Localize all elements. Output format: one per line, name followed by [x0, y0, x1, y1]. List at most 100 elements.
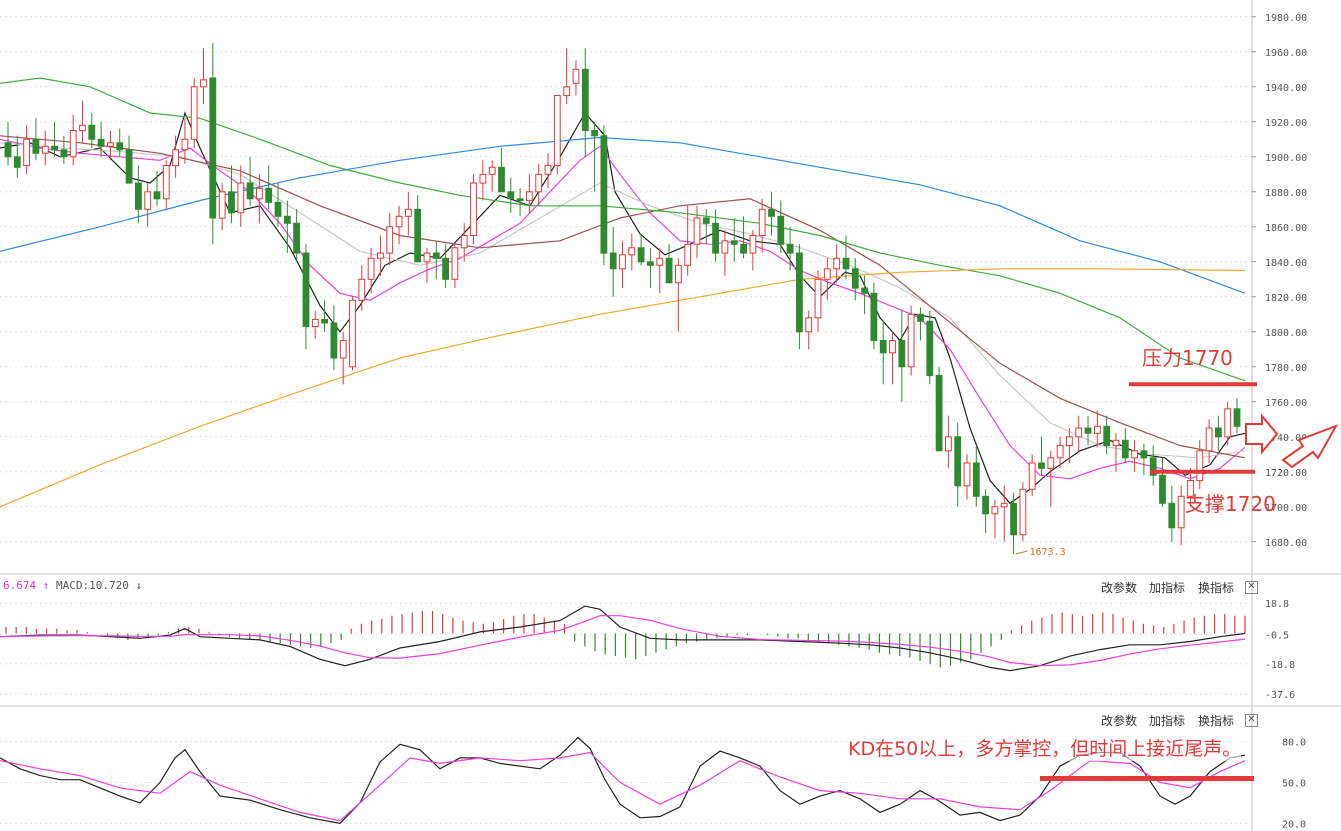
candle: [963, 454, 971, 500]
kd-tick-label: 80.0: [1282, 738, 1306, 749]
candle: [4, 121, 12, 166]
price-tick-label: 1960.00: [1265, 48, 1307, 59]
kd-add-indicator-button[interactable]: 加指标: [1149, 714, 1186, 728]
candle: [572, 60, 580, 96]
candle: [1010, 492, 1018, 554]
candle: [153, 170, 161, 206]
candle: [1038, 436, 1045, 476]
candle: [88, 113, 96, 148]
candle: [339, 331, 347, 385]
annotation-overlay: 1673.3: [1015, 382, 1339, 558]
candle-body: [758, 208, 766, 237]
candle: [1047, 450, 1055, 507]
candle: [265, 165, 273, 210]
macd-dea-value: 6.674 ↑: [3, 579, 50, 592]
candle-body: [1205, 427, 1213, 452]
candle: [1187, 468, 1194, 507]
kd-switch-indicator-button[interactable]: 换指标: [1198, 714, 1235, 728]
candle: [367, 247, 375, 294]
candle-body: [274, 201, 282, 217]
candle: [246, 156, 254, 206]
candle: [721, 230, 729, 276]
candle: [516, 188, 524, 217]
price-tick-label: 1820.00: [1265, 293, 1307, 304]
candle: [41, 130, 49, 166]
candle: [181, 118, 189, 164]
candle: [917, 307, 924, 341]
macd-tick-label: -18.8: [1265, 660, 1295, 671]
candle: [870, 282, 878, 350]
candle: [302, 244, 310, 350]
candle: [665, 244, 673, 284]
candle: [330, 305, 338, 371]
candle-body: [926, 320, 934, 377]
candle-body: [665, 257, 673, 284]
candle: [423, 247, 431, 283]
candle-body: [870, 292, 878, 342]
macd-change-params-button[interactable]: 改参数: [1101, 581, 1138, 595]
candle-body: [69, 130, 77, 158]
candle: [740, 216, 748, 259]
candle-body: [861, 287, 869, 294]
candle-body: [162, 165, 170, 200]
candle-body: [777, 215, 785, 245]
candle-body: [51, 145, 59, 151]
macd-close-button[interactable]: ✕: [1245, 581, 1258, 594]
candle: [851, 258, 859, 301]
candle-body: [200, 79, 207, 88]
candle-body: [1196, 450, 1204, 482]
candle-body: [1019, 488, 1027, 536]
candle: [600, 125, 608, 266]
candle: [637, 233, 645, 266]
candle-body: [1056, 445, 1064, 459]
candle: [162, 160, 170, 210]
candle-body: [591, 130, 599, 137]
candle-body: [1112, 439, 1120, 447]
candle: [200, 48, 207, 105]
candle-body: [833, 257, 841, 270]
candle: [1028, 454, 1036, 497]
candle-body: [898, 340, 906, 368]
candle: [544, 153, 552, 189]
candle-body: [330, 322, 338, 359]
candle-body: [1187, 480, 1194, 497]
price-tick-label: 1920.00: [1265, 118, 1307, 129]
candle: [228, 165, 235, 224]
moving-average-line: [0, 142, 1246, 459]
price-tick-label: 1760.00: [1265, 398, 1307, 409]
candle-body: [851, 268, 859, 289]
candle: [693, 205, 701, 259]
candle: [889, 331, 896, 385]
candle-body: [349, 299, 356, 368]
candle-body: [842, 257, 850, 270]
candle-body: [786, 243, 794, 254]
candle-body: [507, 191, 515, 200]
candle-body: [684, 243, 692, 266]
kd-close-button[interactable]: ✕: [1245, 714, 1258, 727]
candle-body: [358, 278, 366, 301]
price-tick-label: 1860.00: [1265, 223, 1307, 234]
kd-change-params-button[interactable]: 改参数: [1101, 714, 1138, 728]
candle-body: [209, 77, 217, 219]
macd-add-indicator-button[interactable]: 加指标: [1149, 581, 1186, 595]
candle: [23, 125, 31, 175]
macd-value: MACD:10.720 ↓: [55, 579, 143, 592]
candle-body: [265, 187, 273, 203]
candle-body: [311, 319, 319, 327]
candle-body: [498, 166, 505, 193]
price-tick-label: 1700.00: [1265, 503, 1307, 514]
candle: [749, 230, 757, 271]
low-price-pointer: [1015, 550, 1028, 555]
candle-body: [116, 142, 124, 151]
candle: [1233, 398, 1241, 434]
candle: [823, 258, 831, 301]
candle-body: [1084, 427, 1092, 434]
candle-body: [1010, 502, 1018, 536]
candle-body: [395, 215, 403, 228]
price-tick-label: 1800.00: [1265, 328, 1307, 339]
candle-body: [451, 247, 459, 280]
candle-body: [1103, 425, 1111, 447]
candle-body: [712, 222, 720, 254]
macd-switch-indicator-button[interactable]: 换指标: [1198, 581, 1235, 595]
candle-body: [172, 149, 179, 167]
